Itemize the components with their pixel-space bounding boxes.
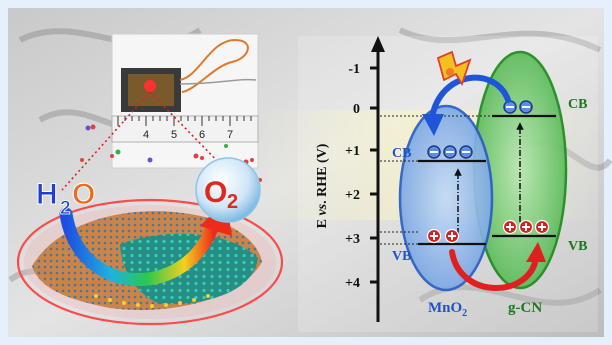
energy-axis: -1 0 +1 +2 +3 +4 E vs. RHE (V)	[315, 36, 385, 322]
tick-label-p4: +4	[345, 276, 360, 291]
electron-icon	[443, 145, 457, 159]
ruler-number-6: 6	[199, 129, 205, 141]
axis-title: E vs. RHE (V)	[315, 143, 330, 228]
tick-label-p2: +2	[345, 188, 360, 203]
electron-icon	[503, 100, 517, 114]
mno2-cb-label: CB	[392, 146, 411, 161]
tick-label-0: 0	[353, 102, 360, 117]
hole-icon	[534, 219, 550, 235]
electron-transfer-arrow	[422, 74, 511, 136]
small-molecules	[80, 124, 262, 182]
wire	[179, 38, 249, 93]
gcn-name: g-CN	[508, 300, 542, 316]
ruler	[111, 115, 259, 143]
tick-label-p3: +3	[345, 232, 360, 247]
tick-label-m1: -1	[348, 62, 360, 77]
hole-transfer-arrow	[449, 242, 546, 291]
o2-o: O	[204, 176, 227, 209]
dotted-line-right	[149, 91, 229, 173]
ruler-number-7: 7	[227, 129, 233, 141]
h2o-h: H	[36, 178, 58, 211]
hole-icon	[518, 219, 534, 235]
mno2-ellipse	[398, 104, 494, 292]
hole-icon	[426, 228, 442, 244]
electron-icon	[427, 145, 441, 159]
mno2-vb-label: VB	[392, 249, 411, 264]
red-spot	[144, 80, 156, 92]
electron-icon	[519, 100, 533, 114]
band-levels	[418, 114, 556, 246]
ruler-number-4: 4	[143, 129, 149, 141]
h2o-label: H 2 O	[36, 178, 96, 220]
tick-label-p1: +1	[345, 144, 360, 159]
o2-subscript: 2	[227, 191, 238, 213]
gcn-cb-label: CB	[568, 97, 587, 112]
gcn-holes	[502, 219, 550, 235]
axis-arrow-icon	[371, 36, 385, 52]
mno2-electrons	[427, 145, 473, 159]
gcn-electrons	[503, 100, 533, 114]
mno2-name: MnO2	[428, 300, 467, 319]
dotted-line-left	[61, 91, 151, 191]
h2o-o: O	[72, 178, 95, 211]
mno2-holes	[426, 228, 460, 244]
hole-icon	[444, 228, 460, 244]
electron-icon	[459, 145, 473, 159]
gcn-vb-label: VB	[568, 239, 587, 254]
h2o-subscript: 2	[60, 198, 71, 219]
hole-icon	[502, 219, 518, 235]
lightning-icon	[436, 50, 472, 87]
device-photo: 4 5 6 7	[111, 33, 259, 169]
o2-bubble: O 2	[195, 157, 261, 223]
ruler-number-5: 5	[171, 129, 177, 141]
